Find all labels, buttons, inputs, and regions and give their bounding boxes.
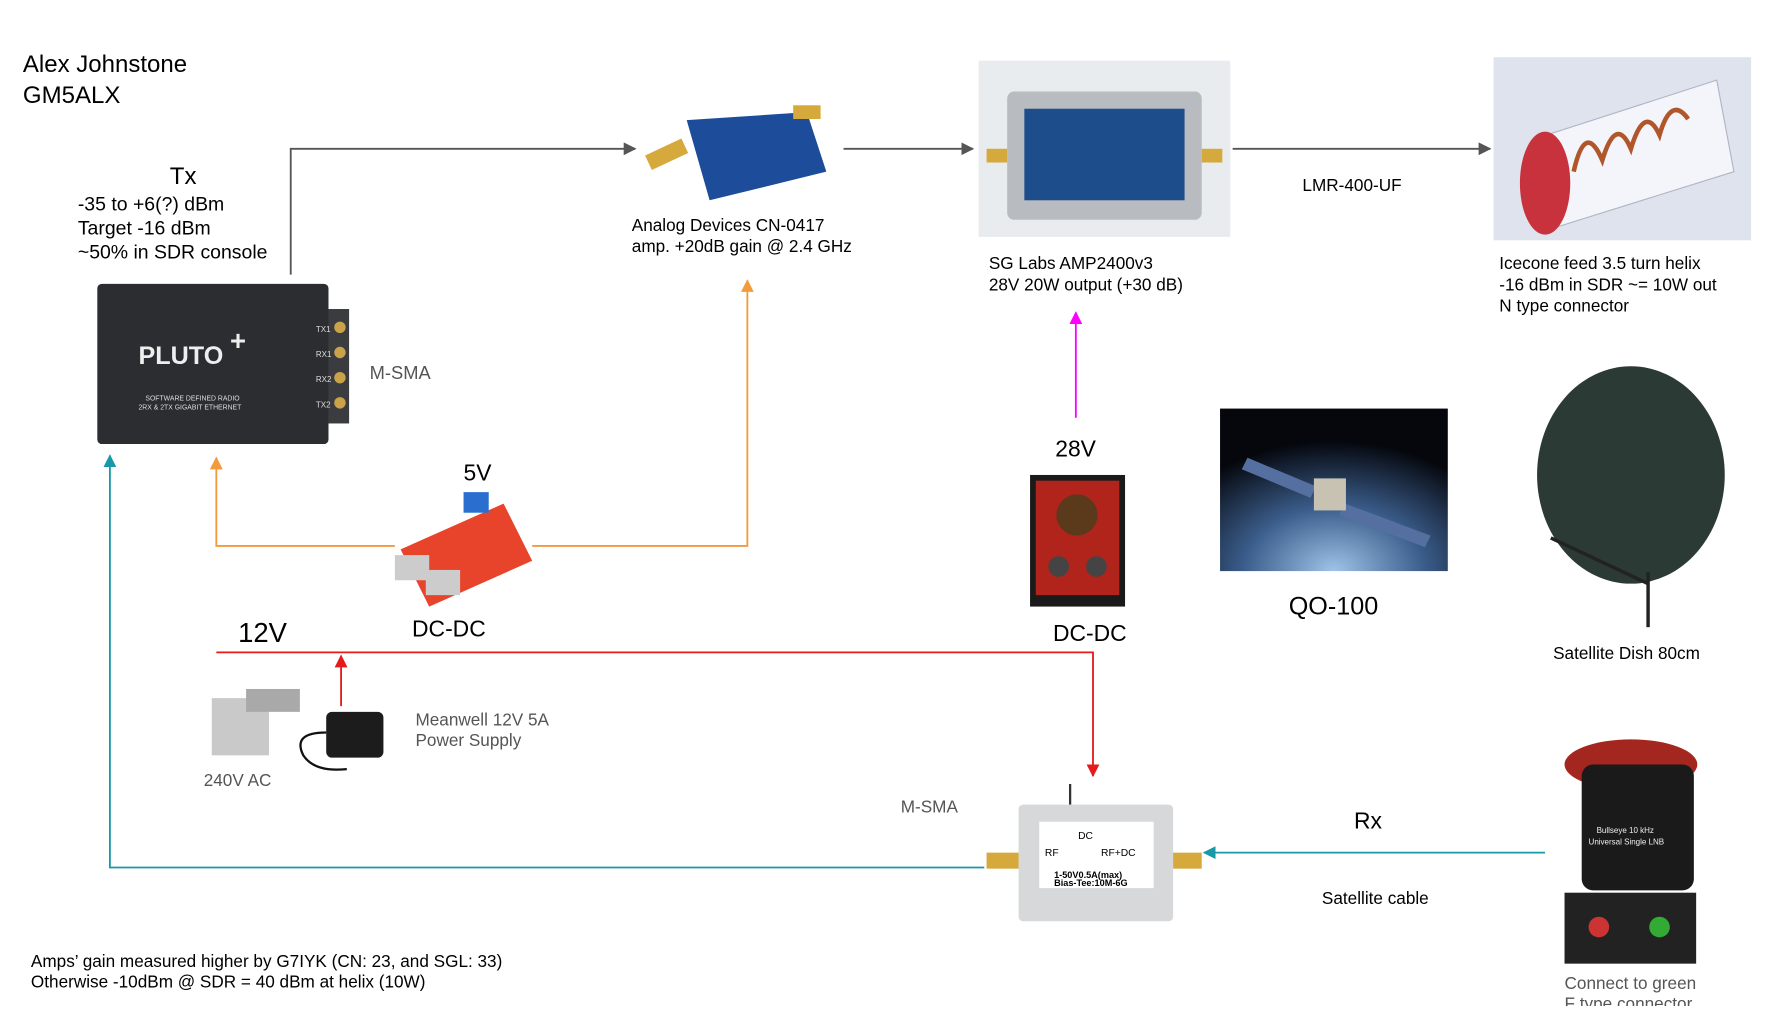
feed-label: -16 dBm in SDR ~= 10W out: [1499, 275, 1717, 295]
tx-line: Target -16 dBm: [78, 218, 211, 240]
bias-tee-text: RF: [1045, 848, 1059, 859]
port-label: RX2: [316, 375, 332, 384]
pluto-plus: +: [230, 325, 246, 356]
satellite-label: QO-100: [1289, 593, 1378, 621]
dcdc-label: DC-DC: [412, 615, 486, 641]
voltage-label: 28V: [1055, 436, 1096, 462]
note: Amps’ gain measured higher by G7IYK (CN:…: [31, 951, 502, 971]
cable-label: LMR-400-UF: [1302, 175, 1401, 195]
tx-title: Tx: [170, 163, 197, 190]
satellite-image: [1220, 408, 1448, 572]
lnb-image: Bullseye 10 kHz Universal Single LNB: [1564, 739, 1698, 964]
connector-label: M-SMA: [370, 362, 432, 383]
preamp-label: amp. +20dB gain @ 2.4 GHz: [632, 236, 852, 256]
lnb-label: Connect to green: [1565, 973, 1697, 993]
arrow: [532, 279, 754, 547]
tx-line: -35 to +6(?) dBm: [78, 194, 224, 216]
lnb-label: F type connector: [1565, 993, 1693, 1006]
dish-label: Satellite Dish 80cm: [1553, 643, 1700, 663]
bias-tee-text: RF+DC: [1101, 848, 1136, 859]
arrow: [209, 456, 395, 547]
feed-label: Icecone feed 3.5 turn helix: [1499, 253, 1701, 273]
port-label: TX1: [316, 325, 331, 334]
amp-label: 28V 20W output (+30 dB): [989, 275, 1183, 295]
note: Otherwise -10dBm @ SDR = 40 dBm at helix…: [31, 972, 426, 992]
power-adapter: [299, 711, 384, 771]
pluto-device: PLUTO + SOFTWARE DEFINED RADIO 2RX & 2TX…: [97, 283, 350, 445]
port-label: TX2: [316, 400, 331, 409]
rx-title: Rx: [1354, 808, 1383, 834]
arrow: [216, 651, 1100, 778]
arrow: [289, 142, 637, 275]
mains-label: 240V AC: [204, 770, 272, 790]
helix-feed: [1493, 57, 1752, 241]
mains-socket: [211, 688, 300, 756]
connector-label: M-SMA: [901, 797, 959, 817]
rail-label: 12V: [238, 617, 288, 648]
bias-tee: DC RF RF+DC 1-50V0.5A(max) Bias-Tee:10M-…: [986, 783, 1202, 922]
cable-label: Satellite cable: [1322, 888, 1429, 908]
tx-line: ~50% in SDR console: [78, 242, 268, 264]
supply-label: Power Supply: [415, 730, 521, 750]
pluto-text: 2RX & 2TX GIGABIT ETHERNET: [139, 405, 243, 412]
bias-tee-text: DC: [1078, 831, 1093, 842]
arrow: [103, 454, 985, 869]
feed-label: N type connector: [1499, 295, 1629, 315]
amp-module: [978, 60, 1231, 237]
bias-tee-text: Bias-Tee:10M-6G: [1054, 878, 1128, 888]
bias-tee-text: 1-50V0.5A(max): [1054, 870, 1122, 880]
preamp-board: [645, 105, 827, 201]
dcdc-label: DC-DC: [1053, 620, 1127, 646]
dcdc-board: [1030, 474, 1126, 607]
pluto-brand: PLUTO: [139, 342, 224, 370]
author: GM5ALX: [23, 82, 120, 109]
port-label: RX1: [316, 350, 332, 359]
pluto-text: SOFTWARE DEFINED RADIO: [145, 396, 239, 403]
lnb-text: Bullseye 10 kHz: [1597, 826, 1654, 835]
supply-label: Meanwell 12V 5A: [415, 710, 549, 730]
connections: [103, 142, 1546, 869]
author: Alex Johnstone: [23, 51, 187, 78]
preamp-label: Analog Devices CN-0417: [632, 215, 825, 235]
voltage-label: 5V: [464, 460, 493, 486]
dcdc-board: [394, 492, 533, 607]
lnb-text: Universal Single LNB: [1589, 838, 1665, 847]
dish-image: [1537, 366, 1725, 628]
amp-label: SG Labs AMP2400v3: [989, 253, 1153, 273]
